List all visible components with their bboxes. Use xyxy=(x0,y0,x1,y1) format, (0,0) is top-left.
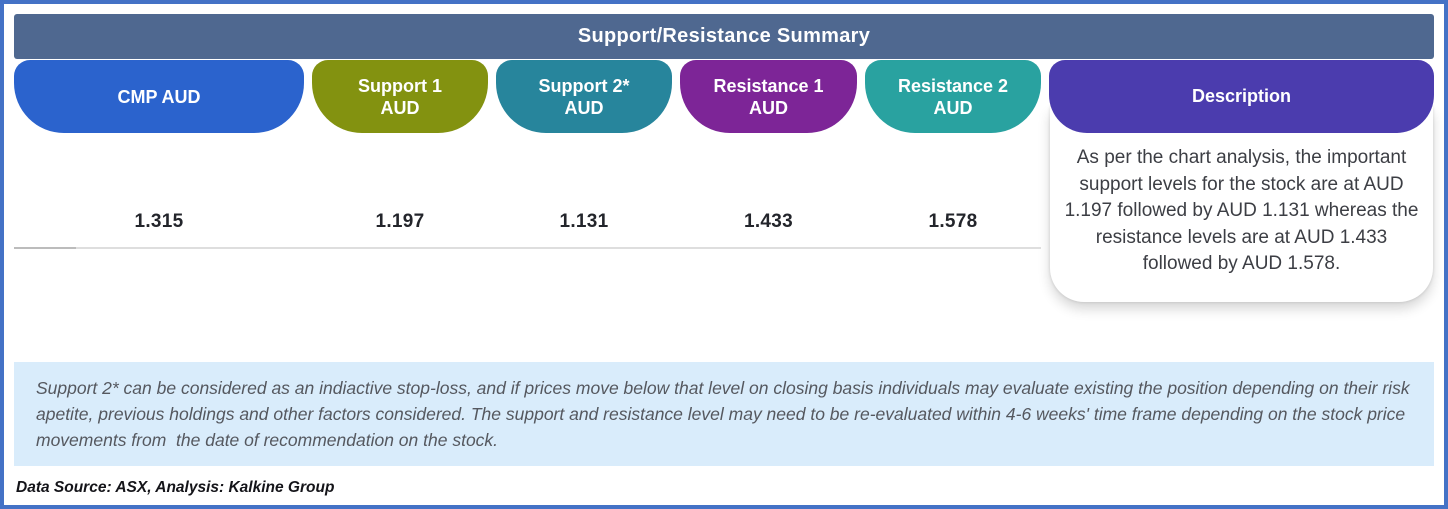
footnote-box: Support 2* can be considered as an india… xyxy=(14,362,1434,466)
value-support1: 1.197 xyxy=(375,211,425,232)
column-header-support1: Support 1 AUD xyxy=(312,60,488,133)
data-source: Data Source: ASX, Analysis: Kalkine Grou… xyxy=(16,479,335,496)
column-header-label: Resistance 2 xyxy=(897,75,1009,96)
description-card: As per the chart analysis, the important… xyxy=(1050,107,1433,302)
column-header-cmp: CMP AUD xyxy=(14,60,304,133)
column-header-label: CMP AUD xyxy=(117,86,201,107)
column-header-label: Support 2* xyxy=(538,75,630,96)
value-support2: 1.131 xyxy=(559,211,609,232)
description-text: As per the chart analysis, the important… xyxy=(1064,147,1419,274)
description-column: Description As per the chart analysis, t… xyxy=(1049,60,1434,360)
column-header-label: AUD xyxy=(564,97,604,118)
value-resistance2: 1.578 xyxy=(928,211,978,232)
column-header-support2: Support 2* AUD xyxy=(496,60,672,133)
column-header-label: AUD xyxy=(933,97,973,118)
column-header-label: Description xyxy=(1191,86,1292,106)
support-resistance-panel: Support/Resistance Summary CMP AUD Suppo… xyxy=(14,14,1434,497)
row-divider xyxy=(14,247,1041,249)
value-resistance1: 1.433 xyxy=(743,211,794,232)
summary-table: CMP AUD Support 1 AUD Support 2* AUD Resis… xyxy=(14,60,1434,360)
table-title: Support/Resistance Summary xyxy=(577,25,871,47)
value-cmp: 1.315 xyxy=(134,211,184,232)
column-header-label: Support 1 xyxy=(358,75,442,96)
column-header-resistance2: Resistance 2 AUD xyxy=(865,60,1041,133)
column-header-label: AUD xyxy=(749,97,788,118)
footnote-text: Support 2* can be considered as an india… xyxy=(36,378,1415,450)
column-header-resistance1: Resistance 1 AUD xyxy=(680,60,857,133)
column-header-label: AUD xyxy=(380,97,420,118)
table-title-bar: Support/Resistance Summary xyxy=(14,14,1434,59)
column-header-description: Description xyxy=(1049,60,1434,133)
column-header-label: Resistance 1 xyxy=(713,75,824,96)
